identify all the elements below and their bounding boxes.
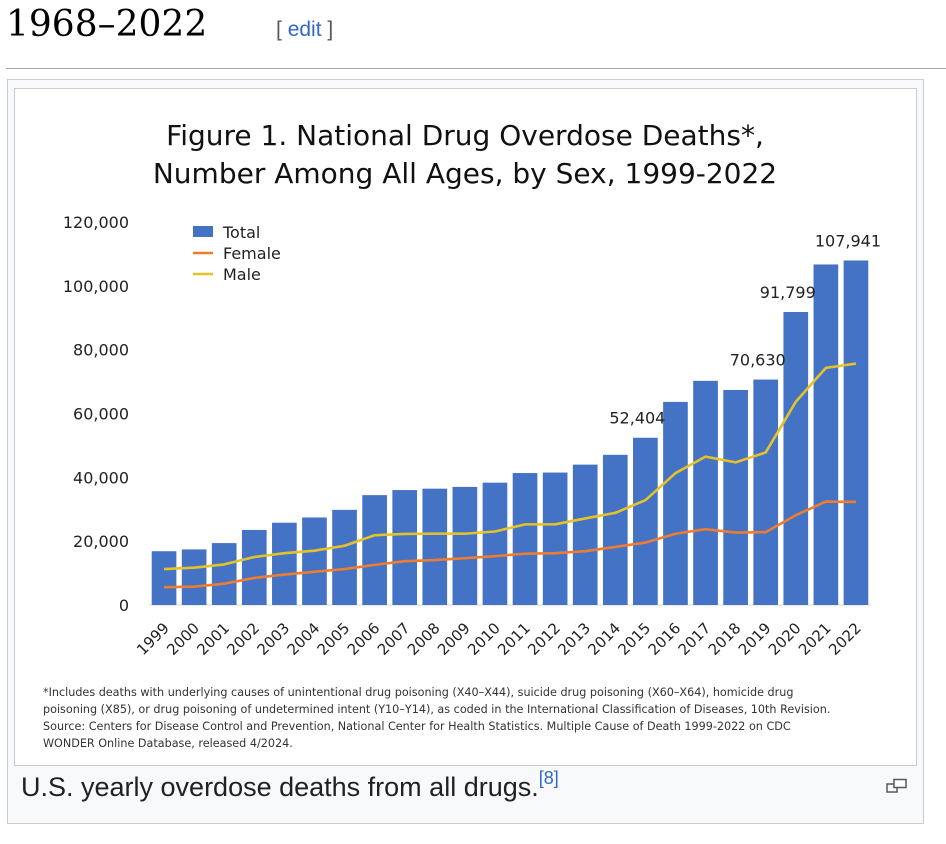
figure-image[interactable]: Figure 1. National Drug Overdose Deaths*… bbox=[14, 88, 917, 766]
bar-total-2002 bbox=[241, 529, 267, 605]
x-tick-label: 2017 bbox=[675, 619, 715, 659]
chart-footnote-line: *Includes deaths with underlying causes … bbox=[43, 686, 793, 699]
figure-caption: U.S. yearly overdose deaths from all dru… bbox=[21, 768, 559, 803]
chart-footnote-line: WONDER Online Database, released 4/2024. bbox=[43, 737, 293, 750]
bar-total-2013 bbox=[572, 464, 598, 605]
bar-total-2003 bbox=[272, 522, 297, 605]
bar-total-2018 bbox=[723, 389, 748, 605]
data-label: 52,404 bbox=[609, 409, 665, 428]
x-tick-label: 2005 bbox=[314, 619, 354, 659]
series-line-male bbox=[163, 362, 857, 571]
overdose-chart: Figure 1. National Drug Overdose Deaths*… bbox=[43, 119, 881, 750]
legend-swatch-total bbox=[193, 226, 213, 237]
data-label: 70,630 bbox=[730, 351, 786, 370]
bar-total-2014 bbox=[602, 454, 628, 605]
x-tick-label: 2020 bbox=[765, 619, 805, 659]
citation-ref: [8] bbox=[539, 768, 559, 788]
x-tick-label: 2014 bbox=[584, 619, 624, 659]
citation-link[interactable]: [8] bbox=[538, 768, 559, 788]
bar-total-2008 bbox=[422, 488, 448, 605]
data-label: 91,799 bbox=[760, 283, 816, 302]
legend-label-female: Female bbox=[223, 244, 281, 263]
bar-total-2005 bbox=[332, 509, 357, 605]
x-tick-label: 1999 bbox=[133, 619, 173, 659]
x-tick-label: 2000 bbox=[163, 619, 203, 659]
bar-total-2019 bbox=[753, 379, 779, 605]
chart-footnote-line: poisoning (X85), or drug poisoning of un… bbox=[43, 703, 830, 716]
legend-label-total: Total bbox=[222, 223, 260, 242]
y-tick-label: 0 bbox=[119, 596, 129, 615]
bar-total-2017 bbox=[693, 380, 718, 605]
bar-total-2011 bbox=[512, 473, 538, 605]
x-tick-label: 2006 bbox=[344, 619, 384, 659]
bar-total-2015 bbox=[633, 437, 658, 605]
figure-thumbnail: Figure 1. National Drug Overdose Deaths*… bbox=[7, 79, 924, 824]
x-tick-label: 2015 bbox=[614, 619, 654, 659]
x-tick-label: 2010 bbox=[464, 619, 504, 659]
bar-total-2001 bbox=[211, 543, 237, 605]
x-tick-label: 2007 bbox=[374, 619, 414, 659]
x-tick-label: 2003 bbox=[253, 619, 293, 659]
x-tick-label: 2013 bbox=[554, 619, 594, 659]
bar-total-2006 bbox=[362, 495, 387, 605]
x-tick-label: 2001 bbox=[193, 619, 233, 659]
chart-title-line: Figure 1. National Drug Overdose Deaths*… bbox=[166, 119, 764, 152]
y-tick-label: 100,000 bbox=[63, 277, 129, 296]
bar-total-2016 bbox=[663, 401, 688, 605]
x-tick-label: 2019 bbox=[735, 619, 775, 659]
section-heading: 1968–2022 [ edit ] bbox=[6, 0, 946, 69]
x-tick-label: 2018 bbox=[705, 619, 745, 659]
y-tick-label: 60,000 bbox=[73, 405, 129, 424]
x-tick-label: 2011 bbox=[494, 619, 534, 659]
section-title: 1968–2022 bbox=[6, 4, 208, 45]
bar-total-2010 bbox=[482, 482, 508, 605]
edit-section: [ edit ] bbox=[276, 18, 334, 41]
legend-label-male: Male bbox=[223, 265, 261, 284]
bar-total-2021 bbox=[813, 264, 839, 605]
x-tick-label: 2022 bbox=[825, 619, 865, 659]
bar-total-2007 bbox=[392, 490, 418, 605]
x-tick-label: 2012 bbox=[524, 619, 564, 659]
y-tick-label: 40,000 bbox=[73, 468, 129, 487]
edit-link[interactable]: edit bbox=[287, 18, 322, 41]
data-label: 107,941 bbox=[815, 231, 881, 250]
x-tick-label: 2021 bbox=[795, 619, 835, 659]
y-tick-label: 120,000 bbox=[63, 213, 129, 232]
x-tick-label: 2008 bbox=[404, 619, 444, 659]
bar-total-2004 bbox=[302, 517, 327, 605]
chart-title-line: Number Among All Ages, by Sex, 1999-2022 bbox=[153, 157, 777, 190]
bar-total-2000 bbox=[181, 549, 207, 605]
x-tick-label: 2002 bbox=[223, 619, 263, 659]
caption-text: U.S. yearly overdose deaths from all dru… bbox=[21, 772, 539, 802]
chart-footnote-line: Source: Centers for Disease Control and … bbox=[43, 720, 791, 733]
bar-total-2020 bbox=[783, 312, 809, 605]
bar-total-1999 bbox=[151, 551, 177, 605]
x-tick-label: 2004 bbox=[284, 619, 324, 659]
enlarge-icon[interactable] bbox=[886, 778, 908, 794]
y-tick-label: 80,000 bbox=[73, 341, 129, 360]
bar-total-2012 bbox=[542, 472, 568, 605]
bar-total-2022 bbox=[843, 260, 869, 605]
x-tick-label: 2016 bbox=[645, 619, 685, 659]
series-line-female bbox=[164, 500, 856, 589]
bar-total-2009 bbox=[452, 486, 478, 605]
y-tick-label: 20,000 bbox=[73, 532, 129, 551]
x-tick-label: 2009 bbox=[434, 619, 474, 659]
